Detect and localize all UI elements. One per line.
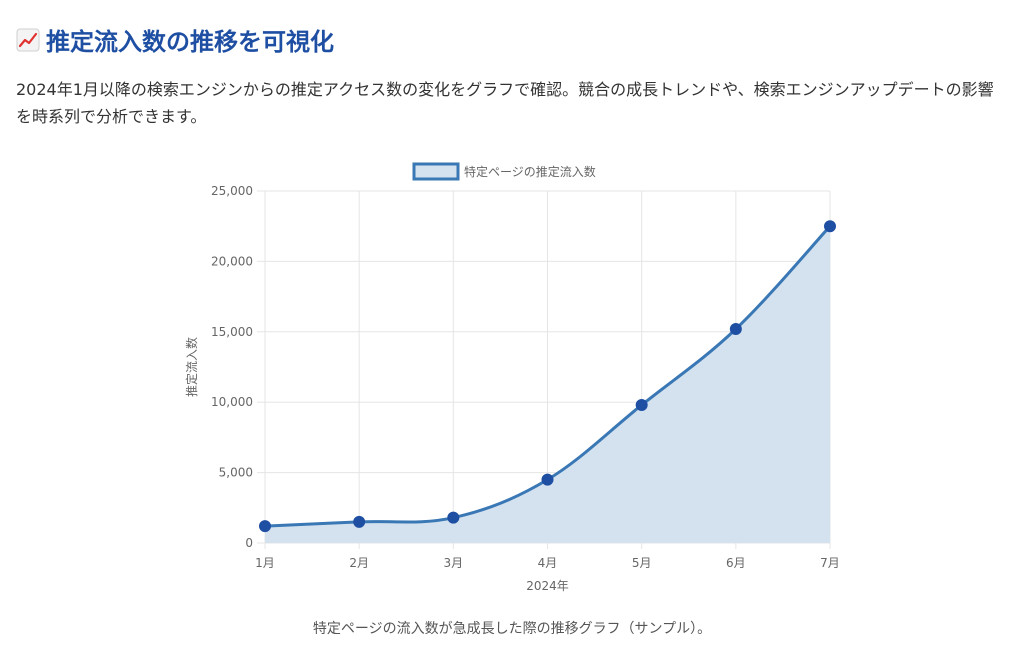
description: 2024年1月以降の検索エンジンからの推定アクセス数の変化をグラフで確認。競合の…	[16, 80, 994, 126]
x-tick-label: 7月	[820, 556, 840, 570]
data-point	[541, 473, 554, 486]
data-point	[729, 322, 742, 335]
legend-swatch	[412, 162, 460, 181]
y-tick-label: 15,000	[211, 325, 253, 339]
x-tick-label: 2月	[349, 556, 369, 570]
x-tick-label: 3月	[444, 556, 464, 570]
chart-caption: 特定ページの流入数が急成長した際の推移グラフ（サンプル）。	[312, 621, 712, 637]
y-tick-label: 20,000	[211, 254, 253, 268]
x-tick-label: 1月	[255, 556, 275, 570]
chart-svg: 0 5,000 10,000 15,000 20,000 25,000 1月 2月 3月 4月 5月…	[184, 162, 840, 593]
y-tick-label: 0	[245, 536, 253, 550]
chart-increasing-icon	[16, 28, 40, 51]
x-tick-label: 4月	[538, 556, 558, 570]
chart: 0 5,000 10,000 15,000 20,000 25,000 1月 2月 3月 4月 5月…	[0, 150, 1024, 600]
x-tick-label: 6月	[726, 556, 746, 570]
page-title: 推定流入数の推移を可視化	[16, 22, 334, 57]
y-tick-label: 25,000	[211, 184, 253, 198]
data-point	[635, 399, 648, 412]
y-tick-label: 5,000	[219, 466, 253, 480]
data-point	[353, 515, 366, 528]
x-tick-label: 5月	[632, 556, 652, 570]
legend-label: 特定ページの推定流入数	[464, 164, 596, 179]
data-point	[447, 511, 460, 524]
data-point	[824, 220, 836, 233]
series-area	[265, 226, 830, 543]
page-title-text: 推定流入数の推移を可視化	[46, 28, 334, 56]
x-axis-label: 2024年	[526, 579, 569, 593]
y-tick-label: 10,000	[211, 395, 253, 409]
data-point	[259, 520, 271, 533]
y-axis-label: 推定流入数	[184, 337, 199, 397]
